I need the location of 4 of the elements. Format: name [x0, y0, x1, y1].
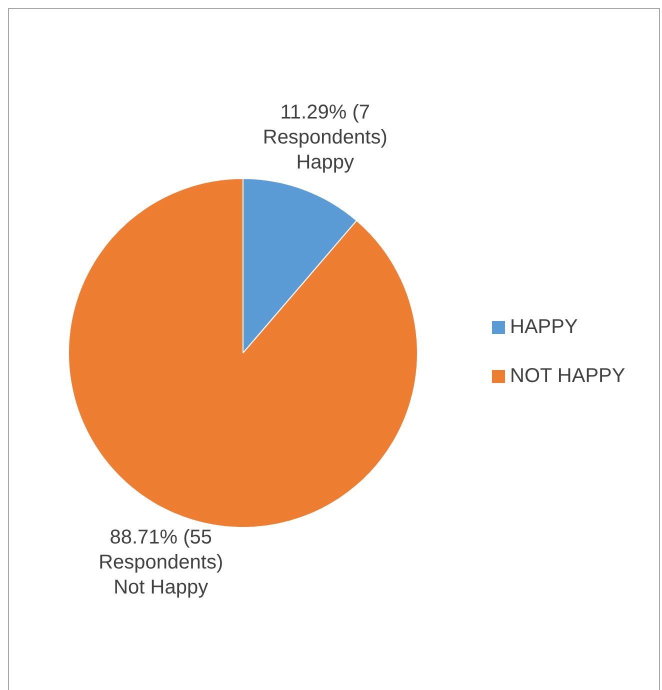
legend-label: HAPPY	[510, 316, 578, 339]
data-label: 88.71% (55 Respondents) Not Happy	[98, 526, 224, 598]
legend-label: NOT HAPPY	[510, 365, 626, 388]
data-label: 11.29% (7 Respondents) Happy	[262, 102, 388, 174]
